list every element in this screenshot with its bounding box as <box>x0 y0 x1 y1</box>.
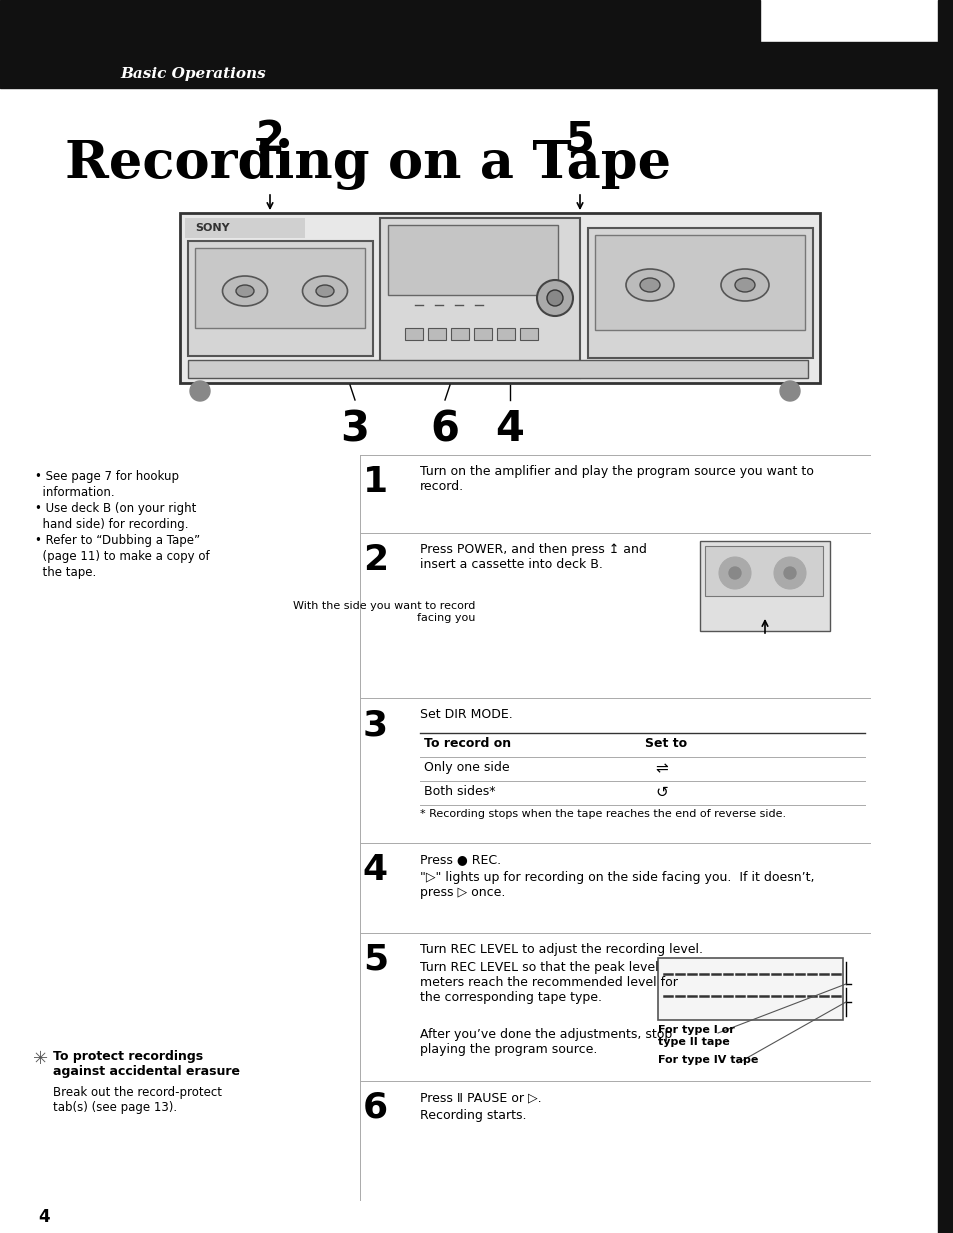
Bar <box>0 42 939 88</box>
Text: • Use deck B (on your right: • Use deck B (on your right <box>35 502 196 515</box>
Bar <box>188 240 373 356</box>
Text: the tape.: the tape. <box>35 566 96 580</box>
Ellipse shape <box>734 277 754 292</box>
Text: Press POWER, and then press ↥ and
insert a cassette into deck B.: Press POWER, and then press ↥ and insert… <box>419 543 646 571</box>
Text: ⇌: ⇌ <box>655 761 667 776</box>
Text: To protect recordings
against accidental erasure: To protect recordings against accidental… <box>53 1051 240 1078</box>
Circle shape <box>773 557 805 589</box>
Text: Recording starts.: Recording starts. <box>419 1108 526 1122</box>
Text: Turn on the amplifier and play the program source you want to
record.: Turn on the amplifier and play the progr… <box>419 465 813 493</box>
Circle shape <box>190 381 210 401</box>
Bar <box>194 248 365 328</box>
Text: "▷" lights up for recording on the side facing you.  If it doesn’t,
press ▷ once: "▷" lights up for recording on the side … <box>419 870 814 899</box>
Ellipse shape <box>302 276 347 306</box>
Text: 5: 5 <box>362 943 388 977</box>
Text: 2: 2 <box>362 543 388 577</box>
Bar <box>188 360 807 379</box>
Text: • See page 7 for hookup: • See page 7 for hookup <box>35 470 179 483</box>
Text: For type IV tape: For type IV tape <box>658 1055 758 1065</box>
Text: Basic Operations: Basic Operations <box>120 67 266 81</box>
Circle shape <box>719 557 750 589</box>
Text: 4: 4 <box>38 1208 50 1226</box>
Text: 5: 5 <box>565 118 594 160</box>
Text: Press Ⅱ PAUSE or ▷.: Press Ⅱ PAUSE or ▷. <box>419 1091 541 1104</box>
Text: (page 11) to make a copy of: (page 11) to make a copy of <box>35 550 210 563</box>
Text: 1: 1 <box>362 465 388 499</box>
Text: 6: 6 <box>430 408 459 450</box>
Bar <box>405 328 422 340</box>
Bar <box>704 546 822 596</box>
Text: Only one side: Only one side <box>423 761 509 774</box>
Circle shape <box>783 567 795 580</box>
Bar <box>451 328 469 340</box>
Text: To record on: To record on <box>423 737 511 750</box>
Text: Set DIR MODE.: Set DIR MODE. <box>419 708 512 721</box>
Text: ✳: ✳ <box>33 1051 48 1068</box>
Text: ↺: ↺ <box>655 785 667 800</box>
Ellipse shape <box>315 285 334 297</box>
Text: SONY: SONY <box>194 223 230 233</box>
Text: 4: 4 <box>495 408 524 450</box>
Circle shape <box>728 567 740 580</box>
Bar <box>474 328 492 340</box>
Bar <box>180 213 820 383</box>
Bar <box>428 328 446 340</box>
Circle shape <box>546 290 562 306</box>
Bar <box>388 224 558 295</box>
Text: Both sides*: Both sides* <box>423 785 495 798</box>
Text: * Recording stops when the tape reaches the end of reverse side.: * Recording stops when the tape reaches … <box>419 809 785 819</box>
Bar <box>497 328 515 340</box>
Bar <box>587 228 812 358</box>
Bar <box>700 541 829 631</box>
Text: With the side you want to record
facing you: With the side you want to record facing … <box>293 600 475 623</box>
Bar <box>185 218 305 238</box>
Ellipse shape <box>720 269 768 301</box>
Ellipse shape <box>625 269 673 301</box>
Text: 6: 6 <box>362 1091 388 1124</box>
Text: Turn REC LEVEL to adjust the recording level.: Turn REC LEVEL to adjust the recording l… <box>419 943 702 956</box>
Bar <box>490 0 760 42</box>
Text: Press ● REC.: Press ● REC. <box>419 853 500 866</box>
Text: Set to: Set to <box>644 737 686 750</box>
Bar <box>379 218 579 379</box>
Text: Recording on a Tape: Recording on a Tape <box>65 138 670 190</box>
Text: information.: information. <box>35 486 114 499</box>
Ellipse shape <box>235 285 253 297</box>
Text: 4: 4 <box>362 853 388 887</box>
Text: 2: 2 <box>255 118 284 160</box>
Ellipse shape <box>639 277 659 292</box>
Bar <box>595 236 804 330</box>
Bar <box>937 0 953 1233</box>
Ellipse shape <box>222 276 267 306</box>
Text: Break out the record-protect
tab(s) (see page 13).: Break out the record-protect tab(s) (see… <box>53 1086 222 1113</box>
Text: hand side) for recording.: hand side) for recording. <box>35 518 189 531</box>
Text: For type I or
type II tape: For type I or type II tape <box>658 1025 734 1047</box>
Bar <box>519 328 537 340</box>
Text: 3: 3 <box>362 708 388 742</box>
Text: • Refer to “Dubbing a Tape”: • Refer to “Dubbing a Tape” <box>35 534 200 547</box>
Circle shape <box>537 280 573 316</box>
Text: Turn REC LEVEL so that the peak level
meters reach the recommended level for
the: Turn REC LEVEL so that the peak level me… <box>419 961 678 1004</box>
Text: After you’ve done the adjustments, stop
playing the program source.: After you’ve done the adjustments, stop … <box>419 1028 672 1055</box>
Circle shape <box>780 381 800 401</box>
Bar <box>658 958 842 1020</box>
Text: 3: 3 <box>340 408 369 450</box>
Bar <box>0 0 490 42</box>
